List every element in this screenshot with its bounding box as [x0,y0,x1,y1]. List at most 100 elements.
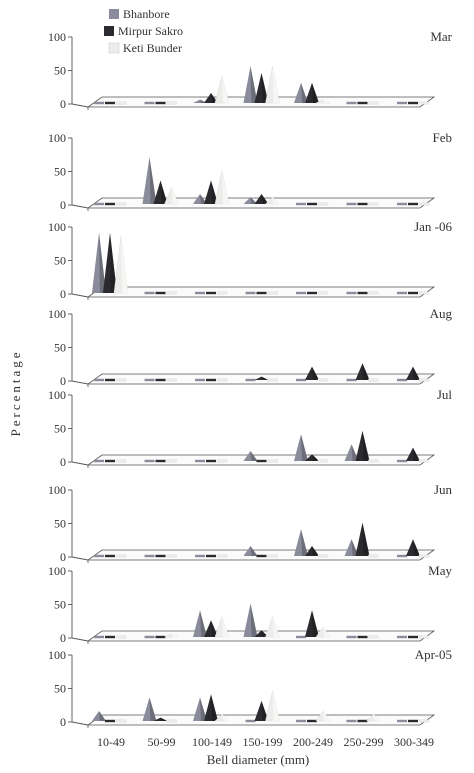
cone-bhanbore-250-299-flat [346,378,357,382]
cone-mirpur-sakro-10-49-flat [105,378,115,382]
cone-keti-bunder-100-149 [214,75,230,104]
cone-mirpur-sakro-50-99-flat [155,635,166,639]
cone-bhanbore-150-199 [243,603,258,637]
cone-keti-bunder-50-99-flat [166,378,177,382]
cone-keti-bunder-200-249-flat [317,459,329,463]
y-tick-label: 50 [54,422,66,436]
cone-bhanbore-300-349-flat [397,554,407,558]
cone-bhanbore-200-249-flat [296,291,306,295]
cone-bhanbore-200-249 [294,434,308,461]
panels: 0 50 100 Mar 0 50 100 Feb 0 50 100 Jan -06 0 50 100 Aug… [48,29,453,729]
cone-mirpur-sakro-250-299 [355,430,370,461]
cone-mirpur-sakro-200-249 [305,454,319,461]
x-tick-label: 10-49 [97,735,125,749]
cone-bhanbore-10-49-flat [94,101,104,105]
cone-keti-bunder-100-149-flat [216,554,228,558]
cone-bhanbore-200-249-flat [296,202,306,206]
cone-bhanbore-10-49-flat [94,635,104,639]
y-axis-foot [71,103,89,108]
cone-keti-bunder-300-349-flat [418,202,430,206]
cone-mirpur-sakro-200-249 [305,366,319,380]
cone-mirpur-sakro-250-299 [355,522,370,556]
cone-mirpur-sakro-300-349-flat [408,101,418,105]
cone-mirpur-sakro-150-199-flat [256,291,267,295]
y-tick-label: 100 [48,648,66,662]
cone-bhanbore-200-249-flat [296,719,306,723]
cone-bhanbore-100-149-flat [195,378,205,382]
panel-title: Feb [433,130,453,145]
y-axis-foot [71,293,89,298]
cone-keti-bunder-100-149 [214,616,230,638]
cone-mirpur-sakro-100-149 [204,180,218,204]
y-tick-label: 0 [60,631,66,645]
cone-bhanbore-10-49-flat [94,378,104,382]
cone-keti-bunder-150-199-flat [267,378,278,382]
cone-mirpur-sakro-150-199 [254,193,269,204]
panel-title: Mar [430,29,452,44]
cone-mirpur-sakro-300-349 [406,539,420,556]
legend-label-bhanbore: Bhanbore [123,7,170,21]
x-tick-labels: 10-49 50-99 100-149 150-199 200-249 250-299 30… [97,735,434,749]
cone-mirpur-sakro-10-49-flat [105,719,115,723]
panel-title: Jan -06 [414,219,452,234]
cone-bhanbore-50-99-flat [144,635,155,639]
cone-keti-bunder-250-299-flat [368,101,379,105]
cone-keti-bunder-200-249 [315,710,331,722]
cone-mirpur-sakro-100-149-flat [206,459,216,463]
panel-title: Jun [434,482,453,497]
cone-bhanbore-300-349-flat [397,101,407,105]
cone-bhanbore-100-149-flat [195,459,205,463]
cone-keti-bunder-10-49-flat [115,719,127,723]
cone-bhanbore-300-349-flat [397,291,407,295]
cone-mirpur-sakro-50-99-flat [155,291,166,295]
cone-bhanbore-100-149 [193,610,207,637]
cone-bhanbore-150-199 [243,450,258,461]
cone-mirpur-sakro-50-99-flat [155,101,166,105]
cone-keti-bunder-250-299 [365,713,382,722]
cone-bhanbore-100-149 [193,99,207,103]
y-axis-foot [71,721,89,726]
cone-mirpur-sakro-200-249 [305,545,319,556]
cone-bhanbore-10-49-flat [94,202,104,206]
cone-keti-bunder-50-99-flat [166,554,177,558]
cone-keti-bunder-150-199-flat [267,554,278,558]
legend-label-keti-bunder: Keti Bunder [123,41,182,55]
cone-mirpur-sakro-250-299-flat [357,202,368,206]
cone-bhanbore-50-99-flat [144,378,155,382]
cone-mirpur-sakro-250-299-flat [357,635,368,639]
panel-jul: 0 50 100 Jul [48,387,452,469]
cone-bhanbore-200-249 [294,82,308,103]
cone-mirpur-sakro-250-299-flat [357,291,368,295]
y-axis-title: Percentage [8,349,23,436]
panel-aug: 0 50 100 Aug [48,306,452,388]
cone-keti-bunder-10-49-flat [115,101,127,105]
panel-may: 0 50 100 May [48,563,452,645]
y-tick-label: 50 [54,598,66,612]
cone-mirpur-sakro-300-349-flat [408,719,418,723]
y-axis-foot [71,380,89,385]
cone-mirpur-sakro-50-99 [153,717,168,721]
panel-title: May [428,563,452,578]
cone-keti-bunder-50-99-flat [166,459,177,463]
cone-keti-bunder-10-49-flat [115,554,127,558]
cone-mirpur-sakro-10-49-flat [105,635,115,639]
y-tick-label: 0 [60,374,66,388]
x-tick-label: 250-299 [344,735,384,749]
cone-mirpur-sakro-100-149 [204,694,218,721]
y-tick-label: 50 [54,254,66,268]
cone-mirpur-sakro-200-249-flat [307,291,317,295]
cone-bhanbore-150-199 [243,66,258,103]
cone-mirpur-sakro-50-99-flat [155,459,166,463]
cone-keti-bunder-150-199 [265,616,280,638]
panel-title: Aug [430,306,453,321]
cone-mirpur-sakro-250-299-flat [357,719,368,723]
y-axis-foot [71,461,89,466]
cone-keti-bunder-300-349-flat [418,459,430,463]
cone-mirpur-sakro-50-99-flat [155,378,166,382]
y-tick-label: 0 [60,455,66,469]
cone-mirpur-sakro-10-49-flat [105,101,115,105]
cone-keti-bunder-300-349-flat [418,378,430,382]
cone-mirpur-sakro-300-349-flat [408,202,418,206]
cone-keti-bunder-200-249 [315,99,331,104]
cone-bhanbore-250-299-flat [346,635,357,639]
